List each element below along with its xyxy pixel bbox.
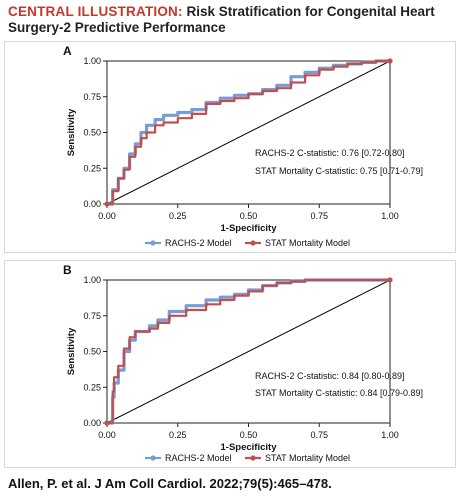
y-axis-label: Sensitivity: [66, 327, 77, 375]
y-tick-label: 0.75: [83, 92, 101, 102]
legend-marker: [150, 240, 156, 246]
x-axis-label: 1-Specificity: [221, 442, 278, 453]
x-axis-label: 1-Specificity: [221, 223, 278, 234]
legend-marker: [250, 455, 256, 461]
panel-b: B 0.00 0.00 0.25 0.25 0.50 0.50 0.75 0.75 1.00 1.0…: [4, 260, 456, 468]
x-tick-label: 0.25: [169, 211, 187, 221]
figure-header: CENTRAL ILLUSTRATION: Risk Stratificatio…: [0, 0, 461, 38]
c-statistic-annotation: RACHS-2 C-statistic: 0.84 [0.80-0.89]: [255, 371, 405, 381]
series-stat-line: [107, 278, 390, 425]
y-tick-label: 1.00: [83, 56, 101, 66]
panel-letter: B: [63, 263, 72, 277]
panel-a: A 0.00 0.00 0.25 0.25 0.50 0.50 0.75 0.75 1.00 1.0…: [4, 41, 456, 253]
panel-letter: A: [63, 44, 72, 58]
roc-chart-b: B 0.00 0.00 0.25 0.25 0.50 0.50 0.75 0.75 1.00 1.0…: [63, 263, 423, 463]
legend-label: STAT Mortality Model: [265, 238, 350, 248]
legend-marker: [150, 455, 156, 461]
legend-label: RACHS-2 Model: [165, 453, 232, 463]
legend-marker: [250, 240, 256, 246]
series-point: [387, 58, 393, 64]
x-tick-label: 0.75: [310, 430, 328, 440]
reference-diagonal: [106, 60, 391, 205]
x-tick-label: 0.25: [169, 430, 187, 440]
y-tick-label: 0.25: [83, 382, 101, 392]
reference-diagonal: [106, 279, 391, 424]
y-tick-label: 0.50: [83, 128, 101, 138]
y-axis-label: Sensitivity: [66, 108, 77, 156]
series-racks-line: [107, 59, 390, 206]
x-tick-label: 1.00: [381, 430, 399, 440]
y-tick-label: 1.00: [83, 275, 101, 285]
series-point: [104, 201, 110, 207]
legend-label: STAT Mortality Model: [265, 453, 350, 463]
illustration-label: CENTRAL ILLUSTRATION:: [8, 4, 183, 19]
c-statistic-annotation: STAT Mortality C-statistic: 0.84 [0.79-0…: [255, 388, 423, 398]
y-tick-label: 0.50: [83, 347, 101, 357]
x-tick-label: 0.00: [98, 430, 116, 440]
y-tick-label: 0.00: [83, 199, 101, 209]
y-tick-label: 0.25: [83, 163, 101, 173]
x-tick-label: 0.50: [240, 211, 258, 221]
roc-chart-a: A 0.00 0.00 0.25 0.25 0.50 0.50 0.75 0.75 1.00 1.0…: [63, 44, 423, 248]
x-tick-label: 0.00: [98, 211, 116, 221]
citation: Allen, P. et al. J Am Coll Cardiol. 2022…: [8, 476, 332, 491]
c-statistic-annotation: RACHS-2 C-statistic: 0.76 [0.72-0.80]: [255, 148, 405, 158]
x-tick-label: 0.50: [240, 430, 258, 440]
y-tick-label: 0.75: [83, 311, 101, 321]
legend-label: RACHS-2 Model: [165, 238, 232, 248]
x-tick-label: 0.75: [310, 211, 328, 221]
illustration-title: Risk Stratification for Congenital Heart…: [8, 4, 435, 35]
y-tick-label: 0.00: [83, 418, 101, 428]
series-point: [387, 277, 393, 283]
series-point: [104, 420, 110, 426]
x-tick-label: 1.00: [381, 211, 399, 221]
series-stat-line: [107, 59, 390, 206]
c-statistic-annotation: STAT Mortality C-statistic: 0.75 [0.71-0…: [255, 166, 423, 176]
